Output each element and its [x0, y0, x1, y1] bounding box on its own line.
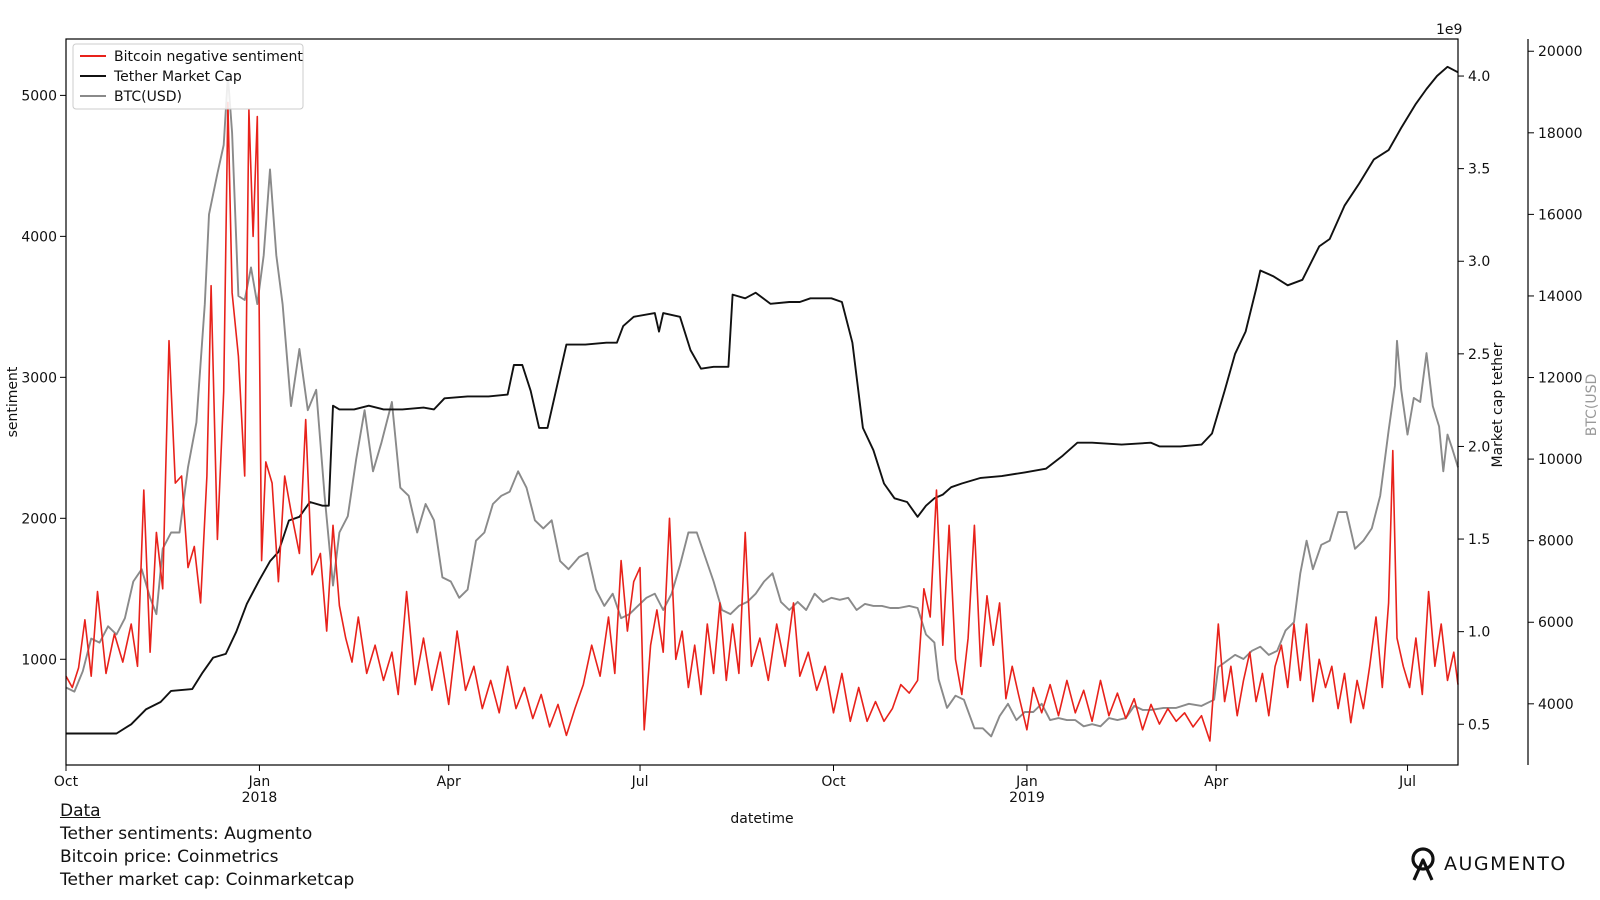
x-tick-label: Jan	[248, 774, 271, 790]
x-tick-label: Oct	[54, 774, 79, 790]
y-left-tick-label: 2000	[21, 511, 57, 527]
y-axis-right1-label: Market cap tether	[1490, 342, 1506, 467]
y-right2-tick-label: 8000	[1538, 534, 1574, 550]
legend-box	[72, 43, 304, 110]
series-line-btc-usd	[65, 74, 1459, 738]
legend-label: Tether Market Cap	[113, 69, 242, 85]
y-right2-tick-label: 10000	[1538, 452, 1583, 468]
x-tick-year-label: 2019	[1009, 790, 1045, 806]
y-right2-tick-label: 16000	[1538, 207, 1583, 223]
y-right2-tick-label: 12000	[1538, 371, 1583, 387]
y-axis-right-market-cap: 0.5 1.0 1.5 2.0 2.5 3.0 3.5 4.0	[1458, 69, 1490, 733]
data-sources: Data Tether sentiments: Augmento Bitcoin…	[60, 800, 354, 892]
y-left-tick-label: 3000	[21, 370, 57, 386]
x-tick-label: Apr	[1204, 774, 1228, 790]
data-sources-header: Data	[60, 801, 101, 821]
y-right1-tick-label: 3.0	[1468, 254, 1490, 270]
y-right1-tick-label: 1.0	[1468, 625, 1490, 641]
y-left-tick-label: 4000	[21, 229, 57, 245]
y-right2-tick-label: 6000	[1538, 615, 1574, 631]
x-tick-label: Apr	[437, 774, 461, 790]
legend-label: Bitcoin negative sentiment	[114, 49, 303, 65]
y-right1-tick-label: 2.0	[1468, 439, 1490, 455]
data-source-price: Bitcoin price: Coinmetrics	[60, 847, 279, 867]
data-source-sentiment: Tether sentiments: Augmento	[60, 824, 313, 844]
x-tick-label: Jan	[1015, 774, 1038, 790]
y-axis-left-label: sentiment	[5, 366, 21, 437]
y-right1-tick-label: 1.5	[1468, 532, 1490, 548]
legend: Bitcoin negative sentiment Tether Market …	[72, 43, 304, 110]
y-axis-left: 1000 2000 3000 4000 5000	[21, 88, 66, 668]
y-left-tick-label: 1000	[21, 652, 57, 668]
y-right1-tick-label: 0.5	[1468, 717, 1490, 733]
plot-lines	[65, 65, 1459, 742]
legend-items: Bitcoin negative sentiment Tether Market …	[80, 49, 303, 105]
series-line-bitcoin-negative-sentiment	[65, 101, 1459, 742]
series-line-tether-market-cap	[66, 65, 1459, 735]
data-source-marketcap: Tether market cap: Coinmarketcap	[60, 870, 355, 890]
x-tick-label: Jul	[1398, 774, 1416, 790]
plot-frame	[65, 38, 1459, 766]
x-axis-label: datetime	[730, 811, 793, 827]
x-tick-label: Jul	[631, 774, 649, 790]
y-right2-tick-label: 20000	[1538, 44, 1583, 60]
y-right1-tick-label: 2.5	[1468, 347, 1490, 363]
y-right1-tick-label: 4.0	[1468, 69, 1490, 85]
x-tick-label: Oct	[821, 774, 846, 790]
augmento-logo-icon	[1411, 847, 1435, 881]
legend-label: BTC(USD)	[114, 89, 182, 105]
y-right1-tick-label: 3.5	[1468, 162, 1490, 178]
y-right2-tick-label: 18000	[1538, 126, 1583, 142]
y-left-tick-label: 5000	[21, 88, 57, 104]
y-axis-right-btc: 4000 6000 8000 10000 12000 14000 16000 18000 200…	[1527, 39, 1583, 765]
y-axis-right2-label: BTC(USD	[1584, 374, 1600, 437]
brand: AUGMENTO	[1408, 846, 1567, 882]
x-tick-year-label: 2018	[242, 790, 278, 806]
brand-name: AUGMENTO	[1444, 853, 1567, 875]
y-right2-tick-label: 4000	[1538, 697, 1574, 713]
y-right2-tick-label: 14000	[1538, 289, 1583, 305]
y-axis-right1-offset: 1e9	[1436, 22, 1462, 38]
